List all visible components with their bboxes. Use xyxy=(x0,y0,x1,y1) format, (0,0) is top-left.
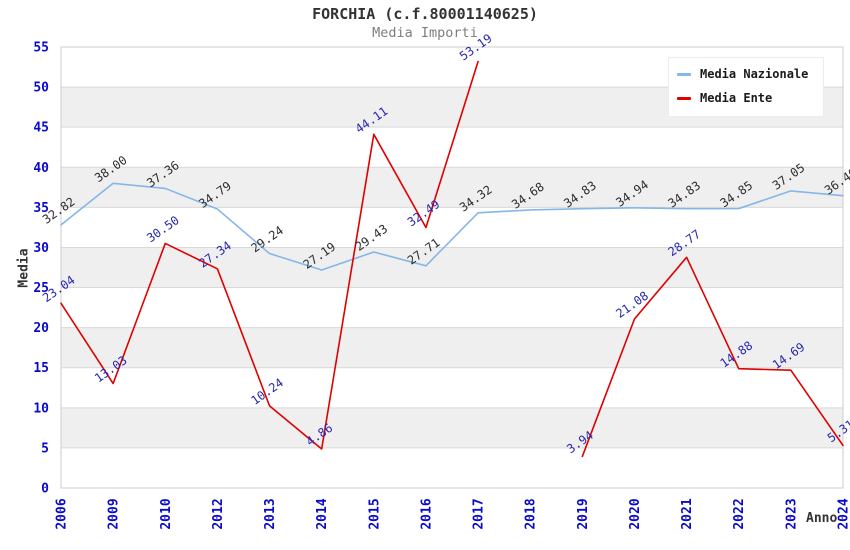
plot-band xyxy=(61,407,843,448)
legend: Media Nazionale Media Ente xyxy=(668,57,824,117)
x-tick-label: 2009 xyxy=(107,498,122,529)
series-line-media-ente xyxy=(60,60,479,450)
legend-line-swatch-ente xyxy=(677,96,691,100)
y-tick-label: 0 xyxy=(41,482,49,497)
series-line-media-ente xyxy=(581,256,844,458)
point-label: 21.08 xyxy=(613,289,651,321)
x-tick-label: 2014 xyxy=(315,498,330,529)
x-tick-label: 2023 xyxy=(784,498,799,529)
x-tick-label: 2016 xyxy=(419,498,434,529)
x-tick-label: 2019 xyxy=(576,498,591,529)
x-tick-label: 2015 xyxy=(367,498,382,529)
plot-border xyxy=(60,46,844,489)
y-tick-label: 30 xyxy=(33,241,49,256)
x-tick-label: 2018 xyxy=(524,498,539,529)
x-tick-label: 2013 xyxy=(263,498,278,529)
y-tick-label: 25 xyxy=(33,281,49,296)
chart-subtitle: Media Importi xyxy=(372,25,478,41)
y-tick-label: 50 xyxy=(33,81,49,96)
y-tick-label: 15 xyxy=(33,361,49,376)
y-tick-label: 45 xyxy=(33,121,49,136)
legend-label-ente: Media Ente xyxy=(700,91,773,105)
x-axis-title: Anno xyxy=(806,511,838,526)
series-line-media-nazionale xyxy=(60,182,844,271)
x-tick-label: 2024 xyxy=(837,498,850,529)
x-tick-label: 2020 xyxy=(628,498,643,529)
x-tick-label: 2017 xyxy=(472,498,487,529)
y-axis-title: Media xyxy=(16,248,32,288)
x-tick-label: 2022 xyxy=(732,498,747,529)
legend-line-swatch-nazionale xyxy=(677,72,691,76)
plot-band xyxy=(61,327,843,368)
chart-title: FORCHIA (c.f.80001140625) xyxy=(312,5,538,23)
point-label: 30.50 xyxy=(144,213,182,245)
y-tick-label: 40 xyxy=(33,161,49,176)
y-tick-label: 5 xyxy=(41,441,49,456)
y-tick-label: 20 xyxy=(33,321,49,336)
point-label: 32.82 xyxy=(40,194,78,226)
y-tick-label: 10 xyxy=(33,401,49,416)
y-tick-label: 35 xyxy=(33,201,49,216)
plot-band xyxy=(61,247,843,288)
x-tick-label: 2010 xyxy=(159,498,174,529)
legend-label-nazionale: Media Nazionale xyxy=(700,67,809,81)
point-label: 23.04 xyxy=(40,273,78,305)
point-label: 10.24 xyxy=(248,376,286,408)
legend-item-media-ente: Media Ente xyxy=(677,86,815,110)
x-tick-label: 2012 xyxy=(211,498,226,529)
x-tick-label: 2021 xyxy=(680,498,695,529)
legend-item-media-nazionale: Media Nazionale xyxy=(677,62,815,86)
y-tick-label: 55 xyxy=(33,41,49,56)
plot-band xyxy=(61,167,843,208)
x-tick-label: 2006 xyxy=(55,498,70,529)
